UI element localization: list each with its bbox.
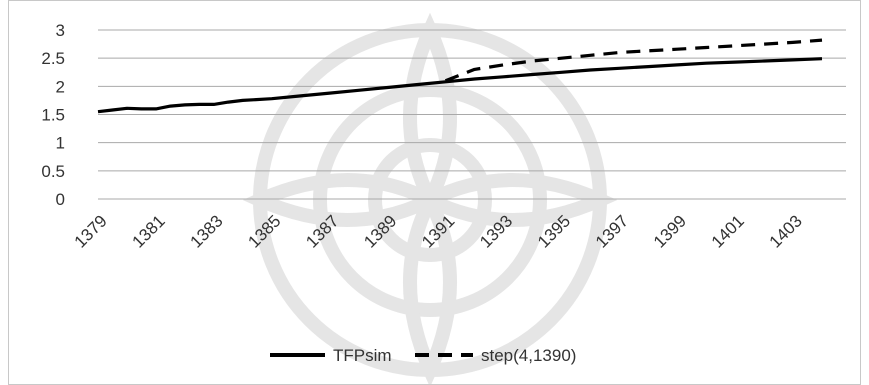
legend: TFPsim step(4,1390) — [270, 346, 576, 365]
grid-lines — [98, 29, 846, 200]
y-axis-ticks: 0 0.5 1 1.5 2 2.5 3 — [41, 21, 65, 209]
x-tick-label: 1379 — [71, 211, 111, 251]
y-tick-label: 1.5 — [41, 106, 65, 125]
y-tick-label: 1 — [56, 134, 65, 153]
y-tick-label: 2.5 — [41, 49, 65, 68]
y-tick-label: 2 — [56, 77, 65, 96]
y-tick-label: 3 — [56, 21, 65, 40]
x-tick-label: 1399 — [650, 211, 690, 251]
legend-label-tfpsim: TFPsim — [333, 346, 392, 365]
series-line-step-4-1390 — [444, 38, 823, 83]
series-lines — [97, 38, 823, 114]
x-tick-label: 1381 — [129, 211, 169, 251]
watermark-ornament — [242, 12, 618, 385]
x-tick-label: 1401 — [708, 211, 748, 251]
y-tick-label: 0 — [56, 190, 65, 209]
y-tick-label: 0.5 — [41, 162, 65, 181]
x-axis-ticks: 1379 1381 1383 1385 1387 1389 1391 1393 1395 1397… — [71, 211, 806, 251]
x-tick-label: 1383 — [186, 211, 226, 251]
legend-label-step: step(4,1390) — [481, 346, 576, 365]
series-line-tfpsim — [97, 57, 823, 114]
x-tick-label: 1403 — [766, 211, 806, 251]
